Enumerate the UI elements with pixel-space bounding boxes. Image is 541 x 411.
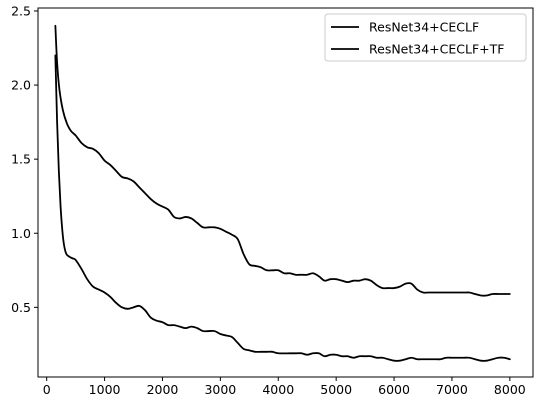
plot-frame — [37, 7, 534, 378]
legend-label: ResNet34+CECLF+TF — [369, 42, 504, 57]
y-tick-label: 0.5 — [11, 300, 31, 315]
legend-label: ResNet34+CECLF — [369, 20, 479, 35]
x-tick-label: 7000 — [436, 382, 468, 397]
legend: ResNet34+CECLF ResNet34+CECLF+TF — [324, 13, 527, 62]
x-axis: 0 1000 2000 3000 4000 5000 6000 7000 8000 — [43, 377, 526, 397]
legend-box — [324, 13, 527, 62]
x-tick-label: 4000 — [262, 382, 294, 397]
x-tick-label: 1000 — [89, 382, 121, 397]
y-tick-label: 2.0 — [11, 78, 31, 93]
y-tick-label: 2.5 — [11, 3, 31, 18]
y-axis: 0.5 1.0 1.5 2.0 2.5 — [11, 3, 38, 315]
series-layer — [54, 24, 511, 362]
y-tick-label: 1.5 — [11, 152, 31, 167]
series-line-2 — [54, 54, 511, 362]
x-tick-label: 6000 — [378, 382, 410, 397]
x-tick-label: 3000 — [204, 382, 236, 397]
x-tick-label: 5000 — [320, 382, 352, 397]
x-tick-label: 2000 — [147, 382, 179, 397]
x-tick-label: 0 — [43, 382, 51, 397]
series-line-1 — [54, 24, 511, 297]
y-tick-label: 1.0 — [11, 226, 31, 241]
x-tick-label: 8000 — [494, 382, 526, 397]
